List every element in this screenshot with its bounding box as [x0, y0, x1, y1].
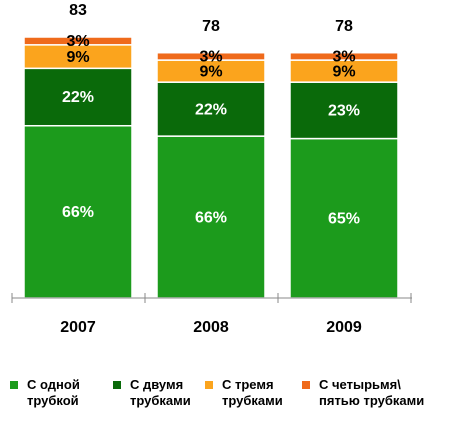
- x-tick-label: 2007: [60, 319, 96, 336]
- bar-segment: [156, 51, 266, 61]
- data-label: 22%: [62, 89, 94, 106]
- bar-segment: [289, 81, 399, 140]
- legend-label: С двумя трубками: [130, 377, 191, 408]
- x-tick-label: 2008: [193, 319, 229, 336]
- data-label: 3%: [199, 49, 222, 66]
- bar-segment: [23, 36, 133, 46]
- data-label: 3%: [66, 33, 89, 50]
- legend-label: С тремя трубками: [222, 377, 283, 408]
- data-label: 66%: [62, 204, 94, 221]
- legend-label: С одной трубкой: [27, 377, 80, 408]
- bar-segment: [156, 81, 266, 137]
- legend-swatch: [205, 381, 213, 389]
- data-label: 3%: [332, 49, 355, 66]
- x-tick-label: 2009: [326, 319, 362, 336]
- data-label: 65%: [328, 211, 360, 228]
- bar-segment: [23, 67, 133, 127]
- legend-swatch: [302, 381, 310, 389]
- total-label: 83: [69, 2, 87, 19]
- total-label: 78: [202, 18, 220, 35]
- data-label: 9%: [66, 49, 89, 66]
- data-label: 9%: [199, 63, 222, 80]
- bar-segment: [289, 51, 399, 61]
- legend-swatch: [10, 381, 18, 389]
- data-label: 23%: [328, 103, 360, 120]
- bar-segment: [23, 124, 133, 299]
- data-label: 9%: [332, 63, 355, 80]
- data-label: 22%: [195, 101, 227, 118]
- bar-segment: [156, 135, 266, 299]
- legend-swatch: [113, 381, 121, 389]
- total-label: 78: [335, 18, 353, 35]
- data-label: 66%: [195, 209, 227, 226]
- legend-label: С четырьмя\ пятью трубками: [319, 377, 425, 408]
